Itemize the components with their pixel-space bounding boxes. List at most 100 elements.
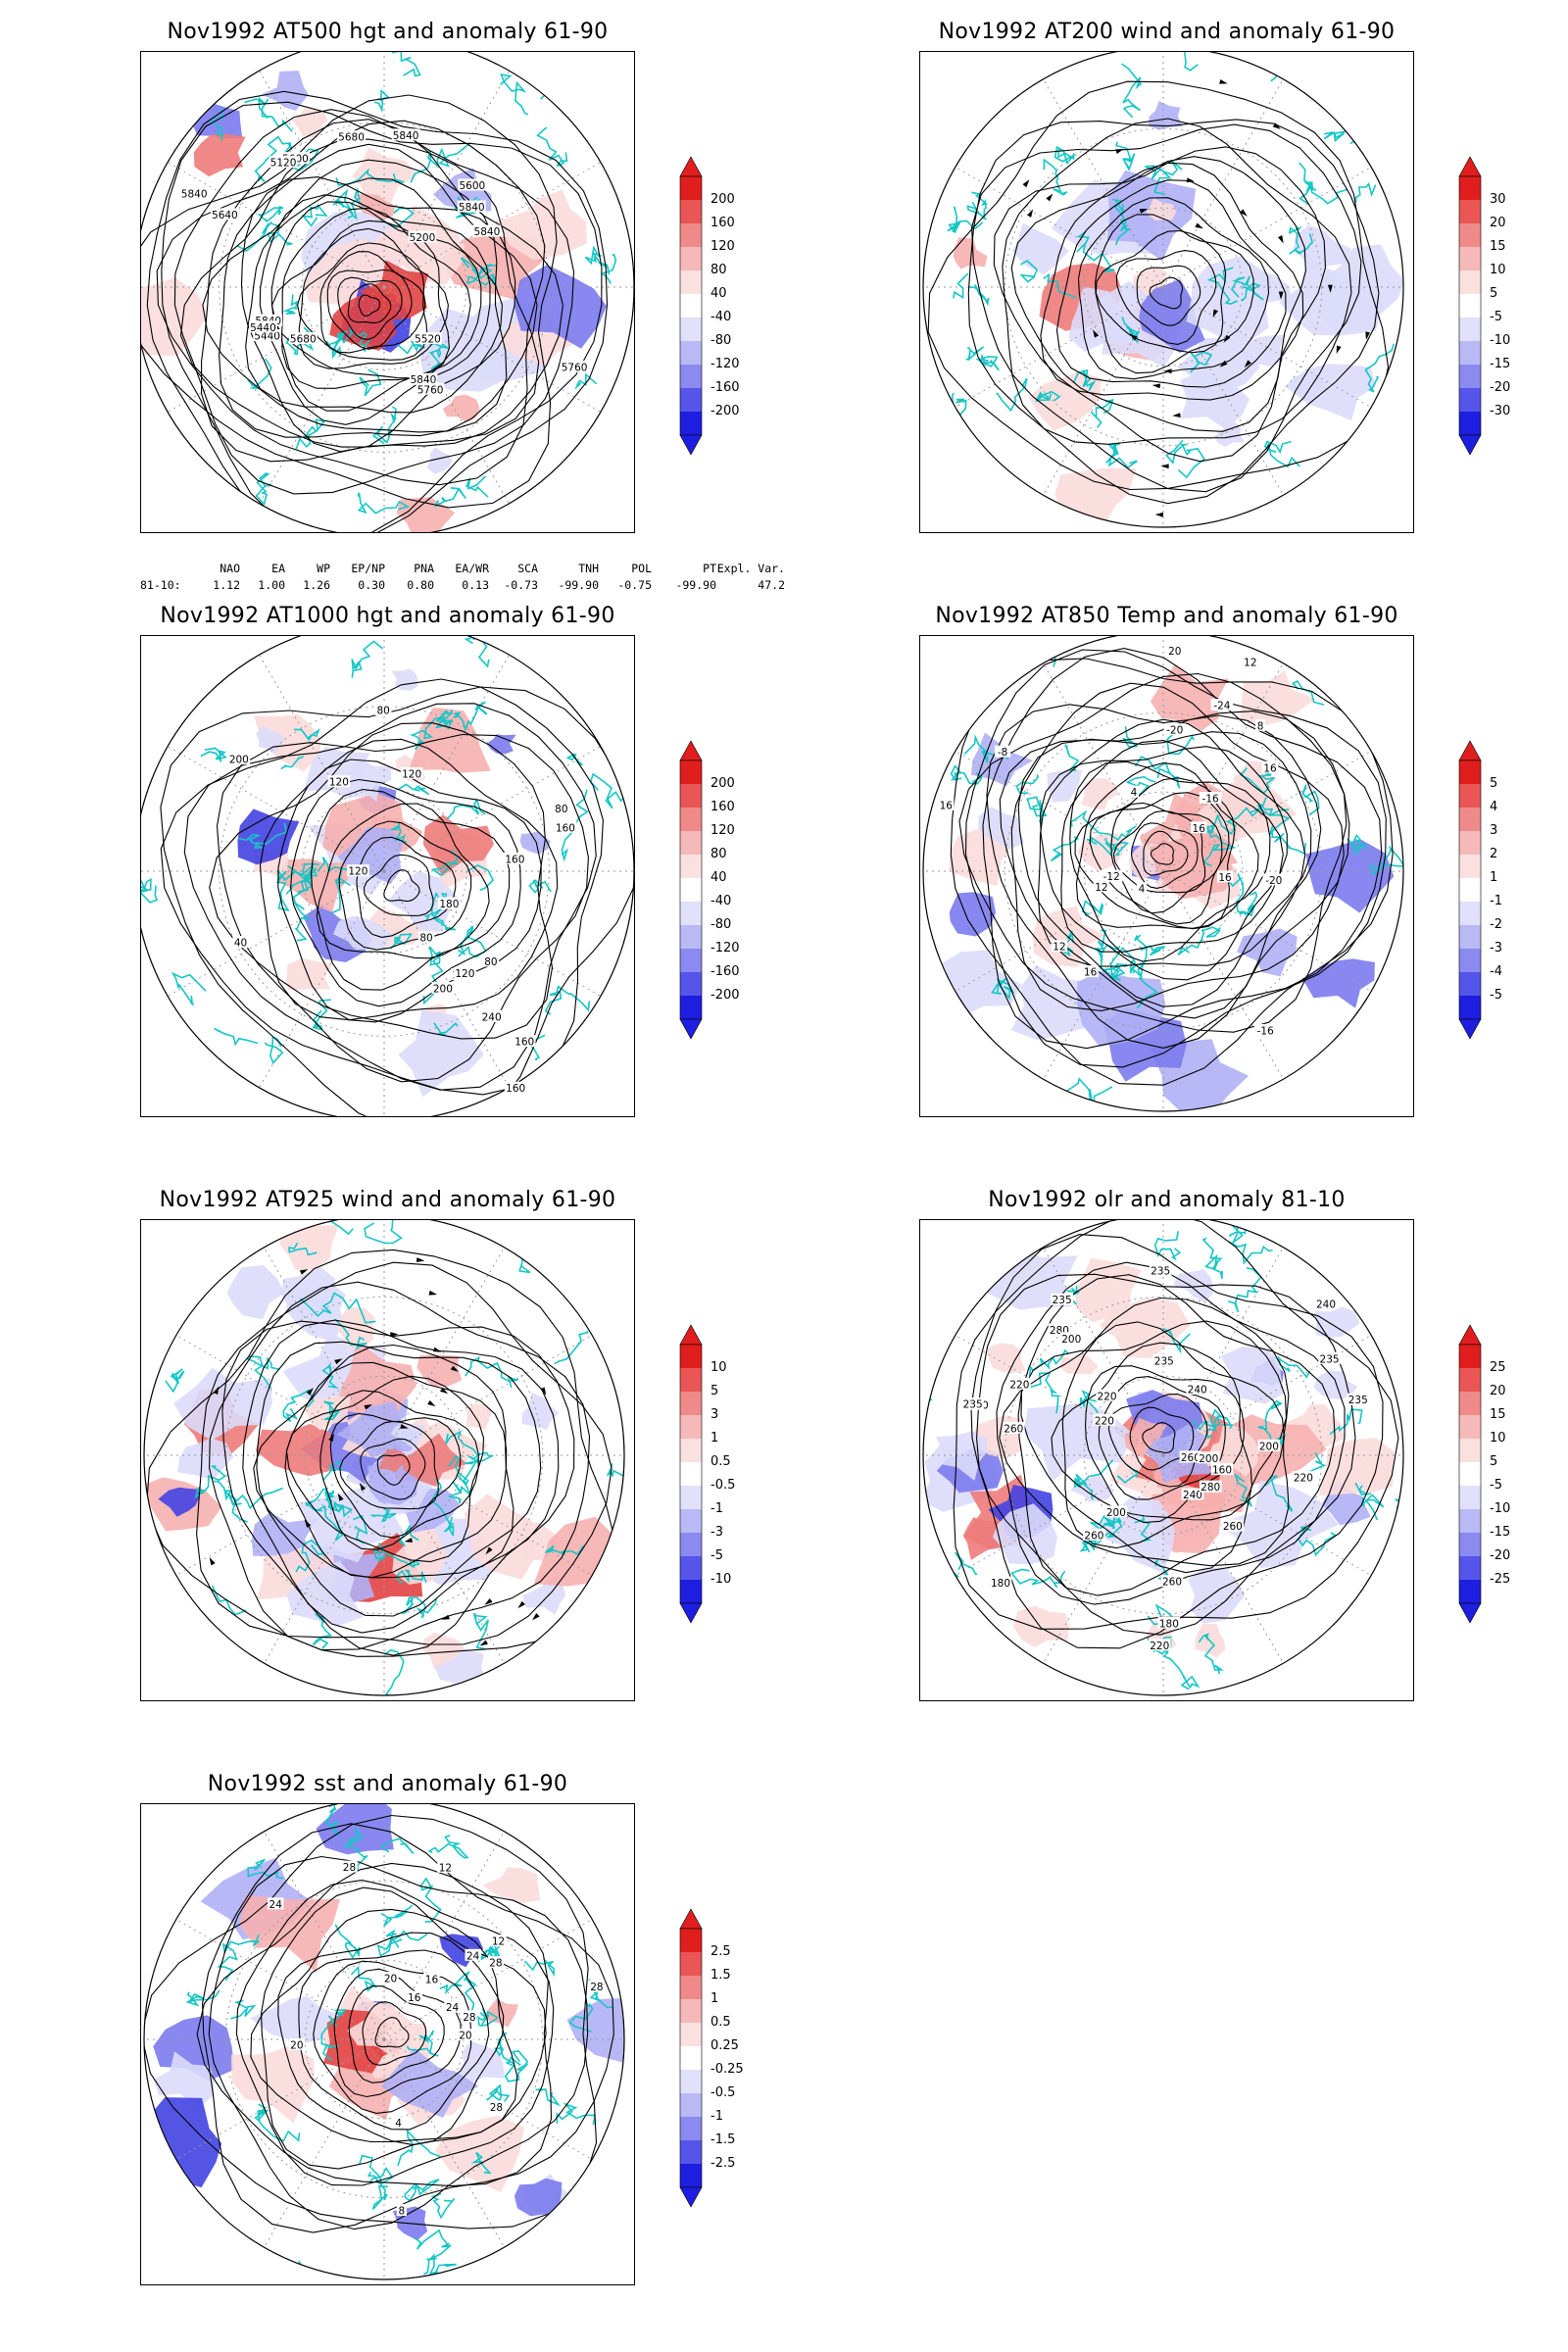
colorbar-tick-label: 3	[1490, 823, 1498, 838]
contours	[953, 1220, 1399, 1649]
contour-line	[219, 143, 538, 438]
negative-anomaly-area	[261, 71, 309, 111]
flow-arrow	[328, 1433, 335, 1443]
contour-label-bg	[487, 1956, 505, 1969]
contour-label: 235	[963, 1399, 983, 1411]
coastline-segment	[397, 2129, 441, 2167]
coastline-segment	[422, 2253, 457, 2276]
contour-line	[1039, 746, 1288, 981]
colorbar: 25 20 15 10 5 -5 -10 -15 -20 -25	[1456, 1324, 1568, 1624]
coastline-segment	[1203, 824, 1237, 867]
coastline-segment	[951, 392, 967, 416]
colorbar-swatch	[680, 996, 702, 1019]
contour-line	[1077, 197, 1270, 380]
coastline-segment	[321, 1363, 339, 1390]
contour-label-bg	[414, 332, 442, 345]
contour-label-bg	[400, 766, 423, 779]
colorbar-arrow-bottom	[1458, 1602, 1482, 1624]
index-value: 1.12	[213, 578, 240, 592]
streamline-arrows	[1022, 78, 1371, 517]
colorbar-arrow-bottom	[679, 2186, 703, 2208]
contour-line	[1095, 214, 1254, 374]
flow-arrow	[1163, 368, 1172, 374]
contour-label: -8	[998, 747, 1007, 759]
contour-label: 28	[590, 1982, 603, 1993]
contour-label: 260	[1181, 1452, 1200, 1464]
meridian-line	[259, 70, 385, 288]
coastline-segment	[385, 1929, 428, 1943]
colorbar-arrow-top	[1458, 1324, 1482, 1346]
contour-line	[141, 94, 558, 509]
flow-arrow	[484, 1597, 493, 1605]
coastline-segment	[1256, 797, 1274, 816]
contour-line	[202, 1823, 614, 2233]
contour-line	[256, 1341, 542, 1617]
contour-label: 16	[1193, 823, 1206, 835]
contour-label: 120	[348, 866, 368, 878]
positive-anomaly-area	[422, 814, 494, 876]
contour-line	[201, 119, 564, 463]
coastline-segment	[141, 875, 159, 904]
flow-arrow	[390, 1332, 399, 1337]
coastline-segment	[430, 891, 457, 931]
contour-line	[297, 242, 428, 361]
coastline-segment	[1229, 1220, 1248, 1244]
flow-arrow	[1278, 291, 1284, 300]
negative-anomaly-area	[949, 892, 997, 937]
contour-label-bg	[406, 1990, 423, 2003]
colorbar-tick-label: 0.25	[710, 2038, 739, 2053]
coastline-segment	[1298, 1525, 1338, 1557]
contour-line	[1107, 1394, 1208, 1488]
contour-line	[348, 1984, 445, 2083]
contour-line	[277, 1932, 505, 2146]
coastline-segment	[1145, 160, 1183, 196]
contour-label: 5120	[270, 158, 297, 170]
negative-anomaly-area	[514, 2178, 563, 2217]
contour-label-bg	[416, 382, 445, 395]
meridian-line	[175, 1919, 385, 2040]
coastline-segment	[372, 1544, 391, 1562]
colorbar-tick-label: -120	[710, 357, 740, 371]
coastline-segment	[554, 1330, 589, 1365]
positive-anomaly-area	[482, 1867, 541, 1904]
contour-label: 200	[1259, 1441, 1279, 1452]
map-boundary	[143, 1804, 625, 2280]
flow-arrow	[1365, 331, 1371, 340]
colorbar-tick-label: 30	[1490, 192, 1506, 207]
contour-label-bg	[553, 802, 570, 814]
coastline-segment	[1228, 1241, 1273, 1265]
coastline-segment	[334, 2008, 348, 2021]
coastline-segment	[380, 1838, 415, 1855]
coastline-segment	[1116, 1464, 1139, 1484]
colorbar-swatch	[680, 1533, 702, 1556]
meridian-line	[1162, 1247, 1284, 1456]
coastline-segment	[332, 188, 354, 217]
colorbar-tick-label: 200	[710, 192, 735, 207]
contour-label: 160	[506, 1083, 525, 1095]
contour-label-bg	[472, 224, 502, 237]
coastline-segment	[467, 864, 495, 892]
contour-label-bg	[482, 955, 500, 967]
contour-line	[326, 269, 413, 350]
coastline-segment	[504, 2049, 529, 2082]
coastline-segment	[1270, 52, 1299, 82]
contour-label: 12	[1053, 942, 1065, 954]
colorbar-tick-label: -3	[1490, 941, 1502, 956]
flow-arrow	[1336, 345, 1342, 354]
positive-anomaly-area	[347, 2002, 413, 2059]
contour-line	[993, 146, 1327, 463]
colorbar-tick-label: 10	[1490, 263, 1506, 277]
contour-line	[319, 1390, 479, 1550]
polar-map: 16 12 8 4 16 -12 -16 -20 -24 -20 -16 -8 12 4 16 16 12 16 2…	[922, 636, 1404, 1112]
index-value: -0.75	[617, 578, 652, 592]
coastline-segment	[384, 1648, 405, 1695]
negative-anomaly-area	[1148, 100, 1183, 130]
coastline-segment	[312, 1613, 333, 1649]
contour-label: 5760	[417, 384, 444, 396]
coastline-segment	[975, 354, 1000, 371]
coastline-segment	[966, 201, 987, 220]
panel-title: Nov1992 sst and anomaly 61-90	[207, 1772, 568, 1796]
coastline-segment	[1205, 1408, 1223, 1440]
colorbar-tick-label: -5	[1490, 988, 1502, 1003]
coastline-segment	[430, 850, 460, 877]
